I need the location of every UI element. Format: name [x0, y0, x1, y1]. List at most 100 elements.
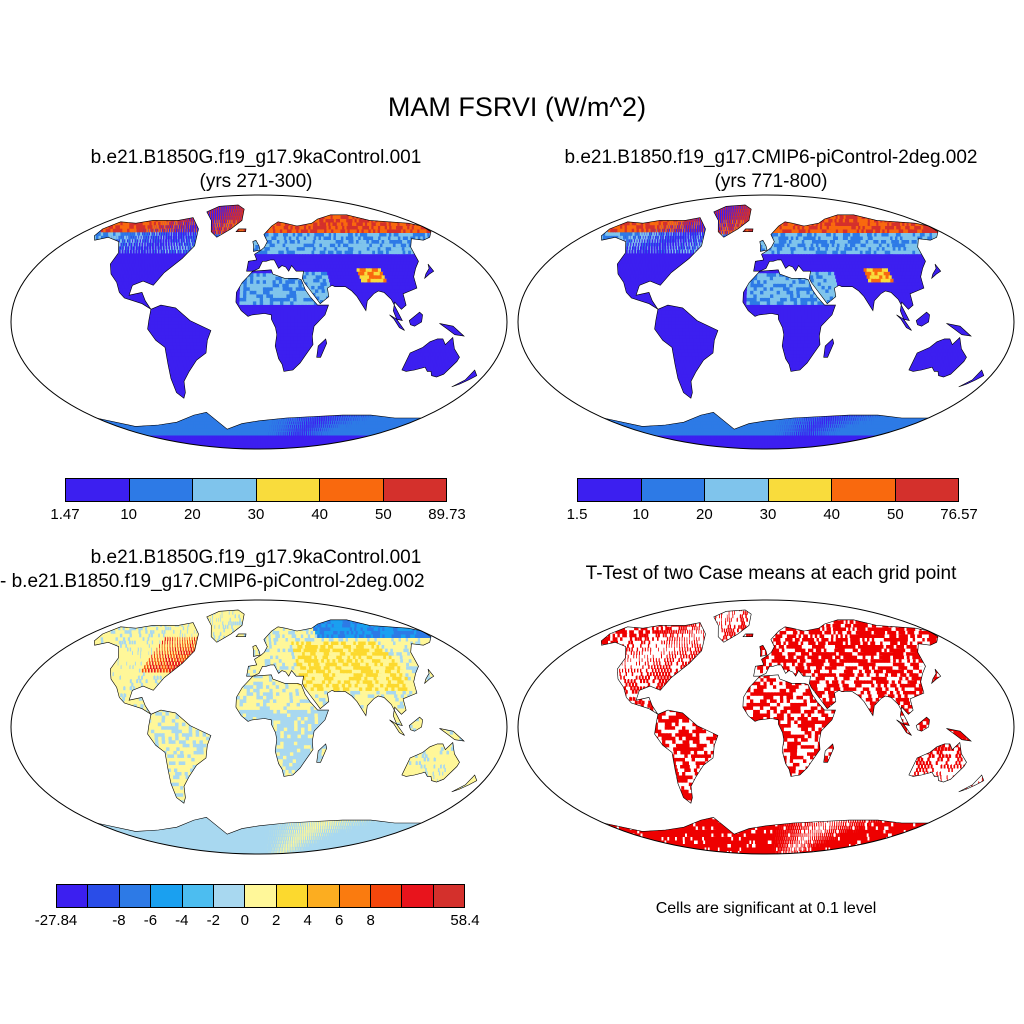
coastline [235, 269, 329, 372]
grid-cells-borneo [916, 312, 930, 327]
grid-cells-antarctica [96, 817, 422, 854]
panel-3-colorbar [56, 884, 465, 908]
colorbar-segment [402, 885, 434, 907]
panel-1-colorbar-labels: 1.47 10 20 30 40 50 89.73 [50, 506, 465, 526]
coastline [316, 743, 328, 763]
colorbar-segment [213, 885, 246, 907]
colorbar-segment [308, 885, 340, 907]
coastline [147, 709, 212, 804]
panel-3-title: b.e21.B1850G.f19_g17.9kaControl.001 - b.… [0, 546, 512, 594]
coastline [389, 719, 405, 736]
grid-cells-southAmerica [654, 305, 718, 399]
coastline [759, 644, 768, 657]
colorbar-segment [895, 479, 958, 501]
colorbar-segment [88, 885, 120, 907]
coastline [915, 311, 930, 327]
grid-cells-borneo [916, 717, 930, 732]
colorbar-segment [193, 479, 257, 501]
coastline [654, 304, 719, 399]
panel-4-title: T-Test of two Case means at each grid po… [515, 562, 1024, 586]
panel-1-title-line1: b.e21.B1850G.f19_g17.9kaControl.001 [40, 146, 472, 170]
grid-cells-nz [454, 370, 476, 387]
coastline [931, 263, 942, 280]
colorbar-segment [151, 885, 183, 907]
coastline [654, 709, 719, 804]
landmass-nz [958, 370, 984, 387]
colorbar-segment [245, 885, 277, 907]
grid-cells-borneo [409, 717, 423, 732]
grid-cells-northAmerica [94, 217, 199, 310]
colorbar-tick-label: 76.57 [940, 506, 978, 523]
colorbar-segment [182, 885, 214, 907]
coastline [742, 674, 836, 777]
colorbar-tick-label: 20 [696, 506, 713, 523]
coastline [896, 314, 912, 331]
coastline [424, 263, 435, 280]
colorbar-tick-label: -27.84 [35, 912, 78, 929]
grid-cells-nz [961, 775, 983, 792]
coastline [908, 741, 967, 783]
grid-cells-southAmerica [654, 710, 718, 804]
grid-cells-madagascar [824, 338, 834, 358]
coastline [896, 719, 912, 736]
panel-2-colorbar [577, 478, 959, 502]
colorbar-segment [119, 885, 152, 907]
coastline [931, 668, 942, 685]
colorbar-tick-label: -2 [207, 912, 220, 929]
coastline [408, 716, 423, 732]
colorbar-tick-label: 10 [120, 506, 137, 523]
coastline [742, 633, 754, 637]
coastline [235, 633, 247, 637]
panel-2-map [517, 194, 1015, 450]
panel-2-title-line2: (yrs 771-800) [515, 170, 1024, 194]
coastline [389, 314, 405, 331]
colorbar-tick-label: 40 [823, 506, 840, 523]
coastline [451, 369, 478, 388]
colorbar-tick-label: -6 [144, 912, 157, 929]
colorbar-tick-label: -4 [175, 912, 188, 929]
grid-cells-iceland [236, 228, 246, 232]
colorbar-tick-label: 1.47 [50, 506, 79, 523]
panel-3-colorbar-labels: -27.84 -8 -6 -4 -2 0 2 4 6 8 58.4 [35, 912, 480, 932]
grid-cells-southAmerica [147, 710, 211, 804]
coastline [600, 622, 706, 715]
grid-cells-southAmerica [147, 305, 211, 399]
colorbar-tick-label: 30 [760, 506, 777, 523]
colorbar-segment [370, 885, 403, 907]
landmass-nz [451, 370, 477, 387]
colorbar-segment [832, 479, 896, 501]
panel-2-title: b.e21.B1850.f19_g17.CMIP6-piControl-2deg… [515, 146, 1024, 194]
colorbar-tick-label: 20 [184, 506, 201, 523]
coastline [401, 336, 460, 378]
colorbar-segment [320, 479, 384, 501]
coastline [424, 668, 435, 685]
coastline [246, 619, 432, 727]
grid-cells-antarctica [603, 412, 929, 449]
grid-cells-antarctica [96, 412, 422, 449]
colorbar-tick-label: 50 [887, 506, 904, 523]
coastline [915, 716, 930, 732]
coastline [713, 609, 752, 643]
coastline [451, 774, 478, 793]
coastline [93, 217, 199, 310]
colorbar-segment [383, 479, 446, 501]
grid-cells-borneo [409, 312, 423, 327]
colorbar-tick-label: 30 [248, 506, 265, 523]
grid-cells-madagascar [317, 743, 327, 763]
coastline [401, 741, 460, 783]
grid-cells-northAmerica [601, 217, 706, 310]
coastline [246, 214, 432, 322]
colorbar-tick-label: 50 [375, 506, 392, 523]
grid-cells-antarctica [603, 817, 929, 854]
map-border [10, 194, 508, 450]
coastline [753, 214, 939, 322]
panel-3-map [10, 599, 508, 855]
coastline [823, 338, 835, 358]
coastline [753, 619, 939, 727]
coastline [958, 774, 985, 793]
grid-cells-northAmerica [94, 622, 199, 715]
colorbar-segment [578, 479, 642, 501]
colorbar-segment [641, 479, 705, 501]
map-border [517, 194, 1015, 450]
landmass-nz [958, 775, 984, 792]
